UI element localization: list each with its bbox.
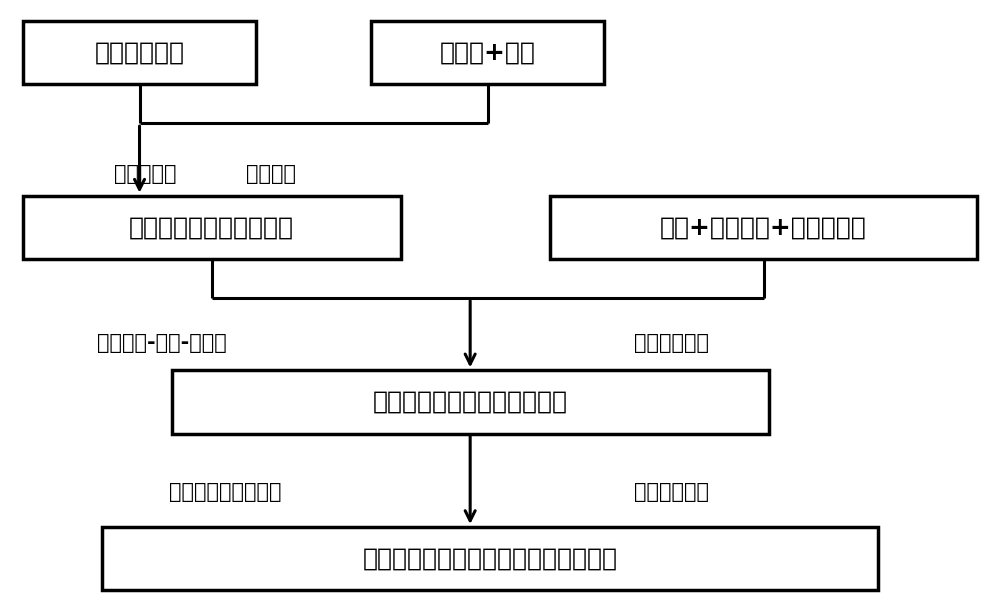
Bar: [371, 21, 604, 84]
Bar: [172, 370, 768, 434]
Text: 氢氧化镕纳米片阵列结构: 氢氧化镕纳米片阵列结构: [129, 215, 294, 239]
Text: 同步磷化-氮化-硫化法: 同步磷化-氮化-硫化法: [97, 333, 227, 353]
Text: 快速紫外辅助生长法: 快速紫外辅助生长法: [169, 482, 281, 502]
Text: 礴酸镕+尿素: 礴酸镕+尿素: [440, 41, 536, 64]
Text: 干净的泡沫镕: 干净的泡沫镕: [95, 41, 185, 64]
Bar: [23, 196, 401, 259]
Text: 硫粉+碳酸氮锨+次亚磷酸钔: 硫粉+碳酸氮锨+次亚磷酸钔: [660, 215, 867, 239]
Text: 负载低鎓氮硫共掺杂磷化镕自支撑电极: 负载低鎓氮硫共掺杂磷化镕自支撑电极: [363, 547, 618, 570]
Bar: [550, 196, 977, 259]
Text: 一定时长: 一定时长: [246, 165, 296, 184]
Text: 管式炉中加热: 管式炉中加热: [634, 333, 709, 353]
Bar: [102, 527, 878, 590]
Bar: [23, 21, 256, 84]
Text: 恒温水热法: 恒温水热法: [114, 165, 177, 184]
Text: 氮硫共掺杂磷化镕自支撑电极: 氮硫共掺杂磷化镕自支撑电极: [373, 390, 568, 414]
Text: 氯钓酸鑁溶液: 氯钓酸鑁溶液: [634, 482, 709, 502]
